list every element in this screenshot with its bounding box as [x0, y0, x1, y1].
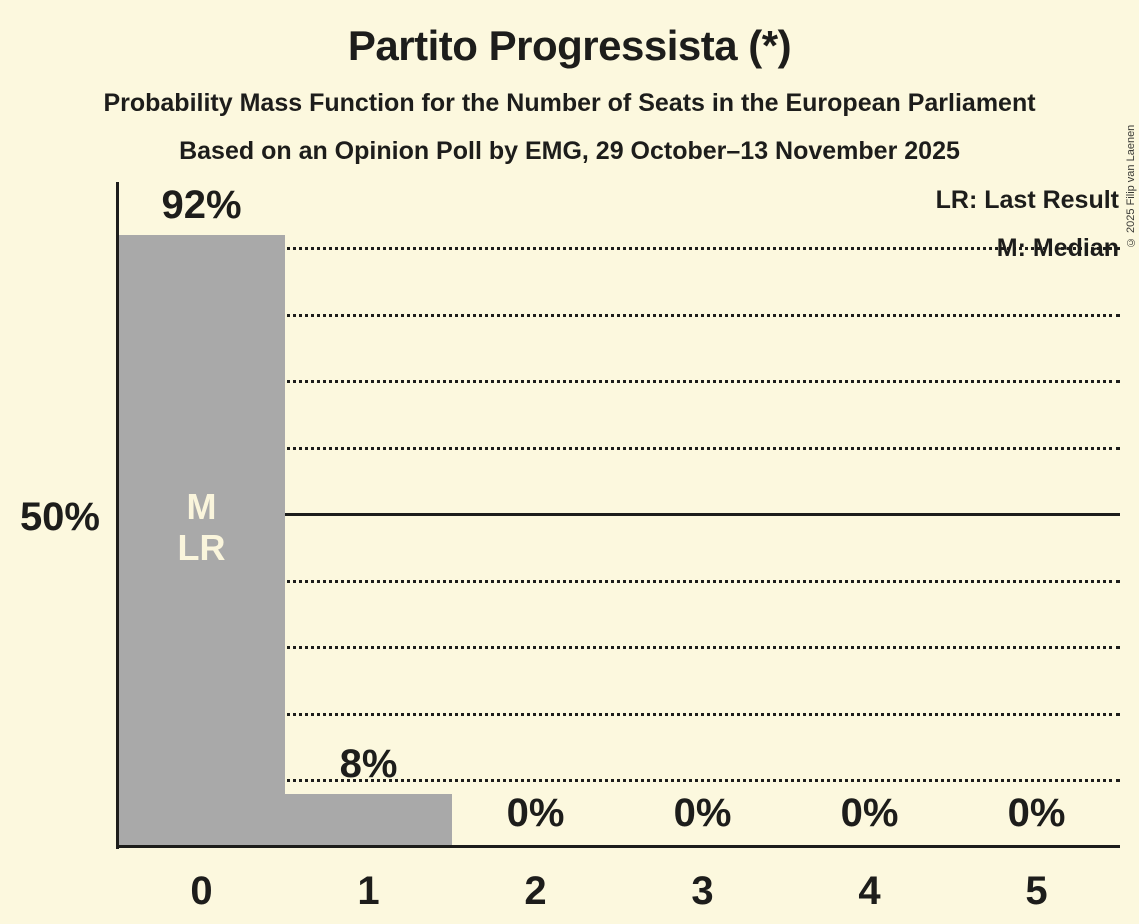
gridline-90pct	[118, 247, 1120, 250]
bar-seats-1	[285, 793, 452, 847]
plot-area: M LR	[118, 182, 1120, 847]
gridline-70pct	[118, 380, 1120, 383]
x-tick-0: 0	[190, 869, 213, 913]
chart-title: Partito Progressista (*)	[347, 22, 792, 69]
copyright-notice: © 2025 Filip van Laenen	[1125, 124, 1137, 248]
chart-subtitle-pmf: Probability Mass Function for the Number…	[103, 89, 1036, 117]
x-tick-3: 3	[691, 869, 714, 913]
x-tick-1: 1	[357, 869, 380, 913]
chart-subtitle-poll: Based on an Opinion Poll by EMG, 29 Octo…	[179, 137, 960, 165]
value-label-seats-4: 0%	[840, 791, 899, 835]
gridline-60pct	[118, 446, 1120, 450]
x-axis-line	[116, 845, 1120, 848]
gridline-10pct	[118, 779, 1120, 782]
value-label-seats-0: 92%	[161, 183, 242, 228]
y-axis-tick-50: 50%	[19, 495, 100, 539]
legend-median: M: Median	[996, 234, 1119, 262]
gridline-20pct	[118, 712, 1120, 716]
gridline-30pct	[118, 646, 1120, 649]
x-tick-4: 4	[858, 869, 881, 913]
value-label-seats-3: 0%	[673, 791, 732, 835]
value-label-seats-5: 0%	[1007, 791, 1066, 835]
x-tick-5: 5	[1025, 869, 1048, 913]
bar-annotation-median-lr: M LR	[177, 486, 226, 568]
legend-last-result: LR: Last Result	[935, 186, 1119, 214]
y-axis-line	[116, 182, 119, 849]
x-tick-2: 2	[524, 869, 547, 913]
gridline-50pct	[118, 513, 1120, 516]
gridline-80pct	[118, 313, 1120, 317]
bar-seats-0	[118, 235, 285, 847]
value-label-seats-2: 0%	[506, 791, 565, 835]
value-label-seats-1: 8%	[339, 741, 398, 786]
gridline-40pct	[118, 579, 1120, 583]
